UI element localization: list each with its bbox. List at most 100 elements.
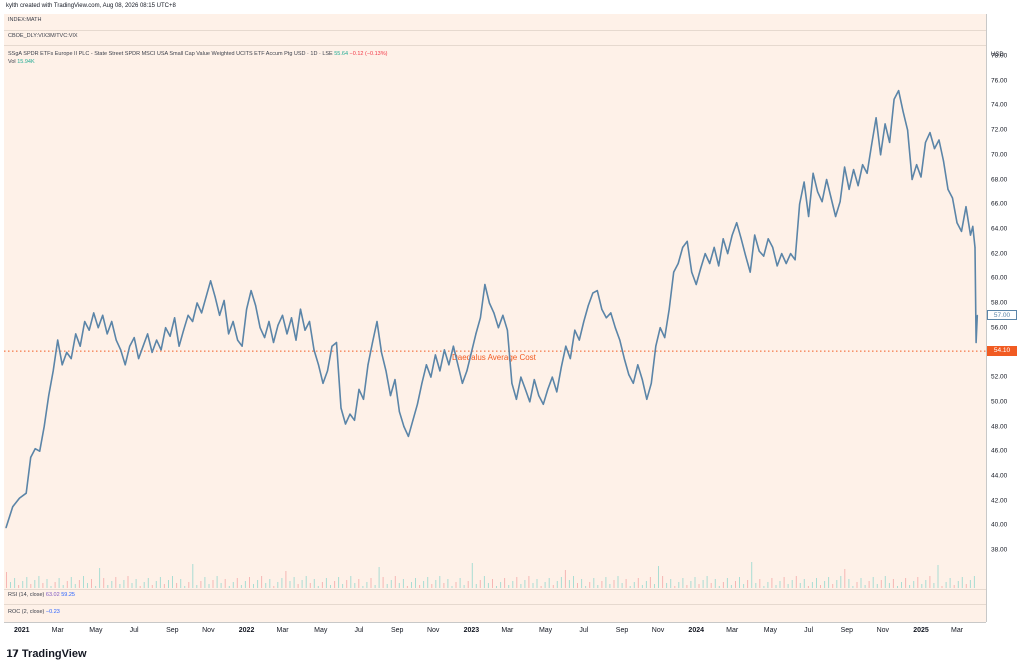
price-point (97, 327, 99, 329)
price-point (344, 423, 347, 425)
price-point (632, 382, 634, 384)
pane-separator (4, 45, 986, 46)
price-point (120, 349, 122, 351)
price-point (592, 292, 594, 294)
volume-bar (196, 585, 198, 588)
volume-bar (953, 585, 955, 588)
price-point (430, 376, 432, 378)
rsi-legend[interactable]: RSI (14, close) 63.02 59.25 (8, 592, 75, 598)
main-symbol-legend[interactable]: SSgA SPDR ETFs Europe II PLC - State Str… (8, 51, 387, 57)
volume-bar (836, 580, 838, 588)
roc-legend[interactable]: ROC (2, close) −0.23 (8, 609, 60, 615)
price-point (803, 181, 805, 183)
index-math-pane-label[interactable]: INDEX:MATH (8, 17, 42, 23)
price-point (862, 164, 864, 166)
price-point (475, 333, 477, 335)
price-point (542, 403, 544, 405)
price-point (43, 425, 45, 428)
volume-bar (467, 581, 469, 588)
volume-bar (905, 578, 907, 588)
current-price-tag: 57.00 (987, 310, 1017, 321)
pane-separator (4, 30, 986, 31)
price-point (587, 304, 589, 307)
tradingview-logo[interactable]: 𝟭𝟳 TradingView (6, 648, 87, 660)
volume-bar (585, 586, 587, 588)
volume-bar (686, 585, 688, 588)
volume-bar (649, 577, 651, 588)
price-point (398, 411, 400, 413)
volume-bar (451, 586, 453, 588)
price-point (623, 358, 625, 360)
price-point (448, 364, 450, 366)
volume-bar (730, 585, 732, 588)
price-point (79, 345, 81, 347)
volume-bar (589, 582, 591, 588)
price-point (758, 250, 760, 252)
volume-bar (103, 578, 105, 588)
price-point (111, 320, 113, 323)
volume-bar (540, 586, 542, 588)
time-axis-tick: Sep (840, 627, 854, 634)
volume-bar (269, 579, 271, 588)
price-point (790, 253, 792, 255)
price-point (956, 222, 958, 224)
time-axis-tick: Mar (501, 627, 514, 634)
price-point (466, 370, 468, 372)
price-point (138, 358, 140, 360)
volume-bar (755, 583, 757, 588)
volume-bar (6, 572, 7, 588)
volume-bar (58, 578, 60, 588)
price-point (866, 172, 868, 174)
price-point (335, 341, 338, 344)
price-point (880, 154, 882, 156)
price-point (740, 238, 742, 240)
price-point (61, 364, 63, 366)
volume-bar (78, 580, 80, 588)
volume-bar (301, 580, 303, 588)
price-point (942, 160, 945, 162)
pane-separator (4, 589, 986, 590)
volume-bar (447, 579, 449, 588)
volume-bar (884, 576, 886, 588)
price-point (835, 215, 837, 218)
price-point (299, 308, 302, 310)
price-point (972, 225, 974, 227)
price-chart-svg[interactable]: Daedalus Average Cost (4, 14, 986, 622)
price-point (808, 215, 810, 218)
price-axis-tick: 42.00 (991, 497, 1008, 505)
price-point (596, 290, 598, 292)
price-point (812, 172, 814, 174)
price-point (520, 376, 522, 378)
price-axis-tick: 56.00 (991, 324, 1008, 332)
price-point (547, 388, 549, 390)
volume-bar (293, 577, 295, 588)
volume-bar (50, 586, 52, 588)
volume-bar (139, 586, 141, 588)
volume-bar (722, 582, 724, 588)
price-point (52, 370, 54, 372)
vix-ratio-pane-label[interactable]: CBOE_DLY:VIX3M/TVC:VIX (8, 33, 78, 39)
volume-bar (427, 577, 429, 588)
price-axis[interactable]: USD 78.00 76.00 74.00 72.00 70.00 68.00 66.00 6… (986, 14, 1024, 622)
volume-bar (888, 583, 890, 588)
price-point (799, 203, 801, 205)
volume-bar (609, 584, 611, 588)
price-point (48, 395, 50, 397)
volume-legend[interactable]: Vol 15.94K (8, 59, 35, 65)
price-point (655, 345, 657, 347)
price-point (947, 188, 949, 190)
price-point (317, 364, 320, 366)
price-point (412, 419, 414, 421)
volume-bar (244, 581, 246, 588)
chart-credit: kylth created with TradingView.com, Aug … (6, 3, 176, 9)
price-point (619, 339, 621, 341)
volume-bar (504, 578, 506, 588)
rsi-ma-value: 59.25 (61, 592, 75, 598)
volume-bar (135, 579, 137, 588)
volume-bar (216, 576, 218, 588)
time-axis-tick: May (538, 627, 553, 634)
price-point (142, 345, 144, 347)
time-axis[interactable]: 2021 Mar May Jul Sep Nov 2022 Mar May Jul Sep Nov 20… (4, 622, 986, 639)
price-point (916, 164, 918, 166)
volume-bar (735, 581, 736, 588)
